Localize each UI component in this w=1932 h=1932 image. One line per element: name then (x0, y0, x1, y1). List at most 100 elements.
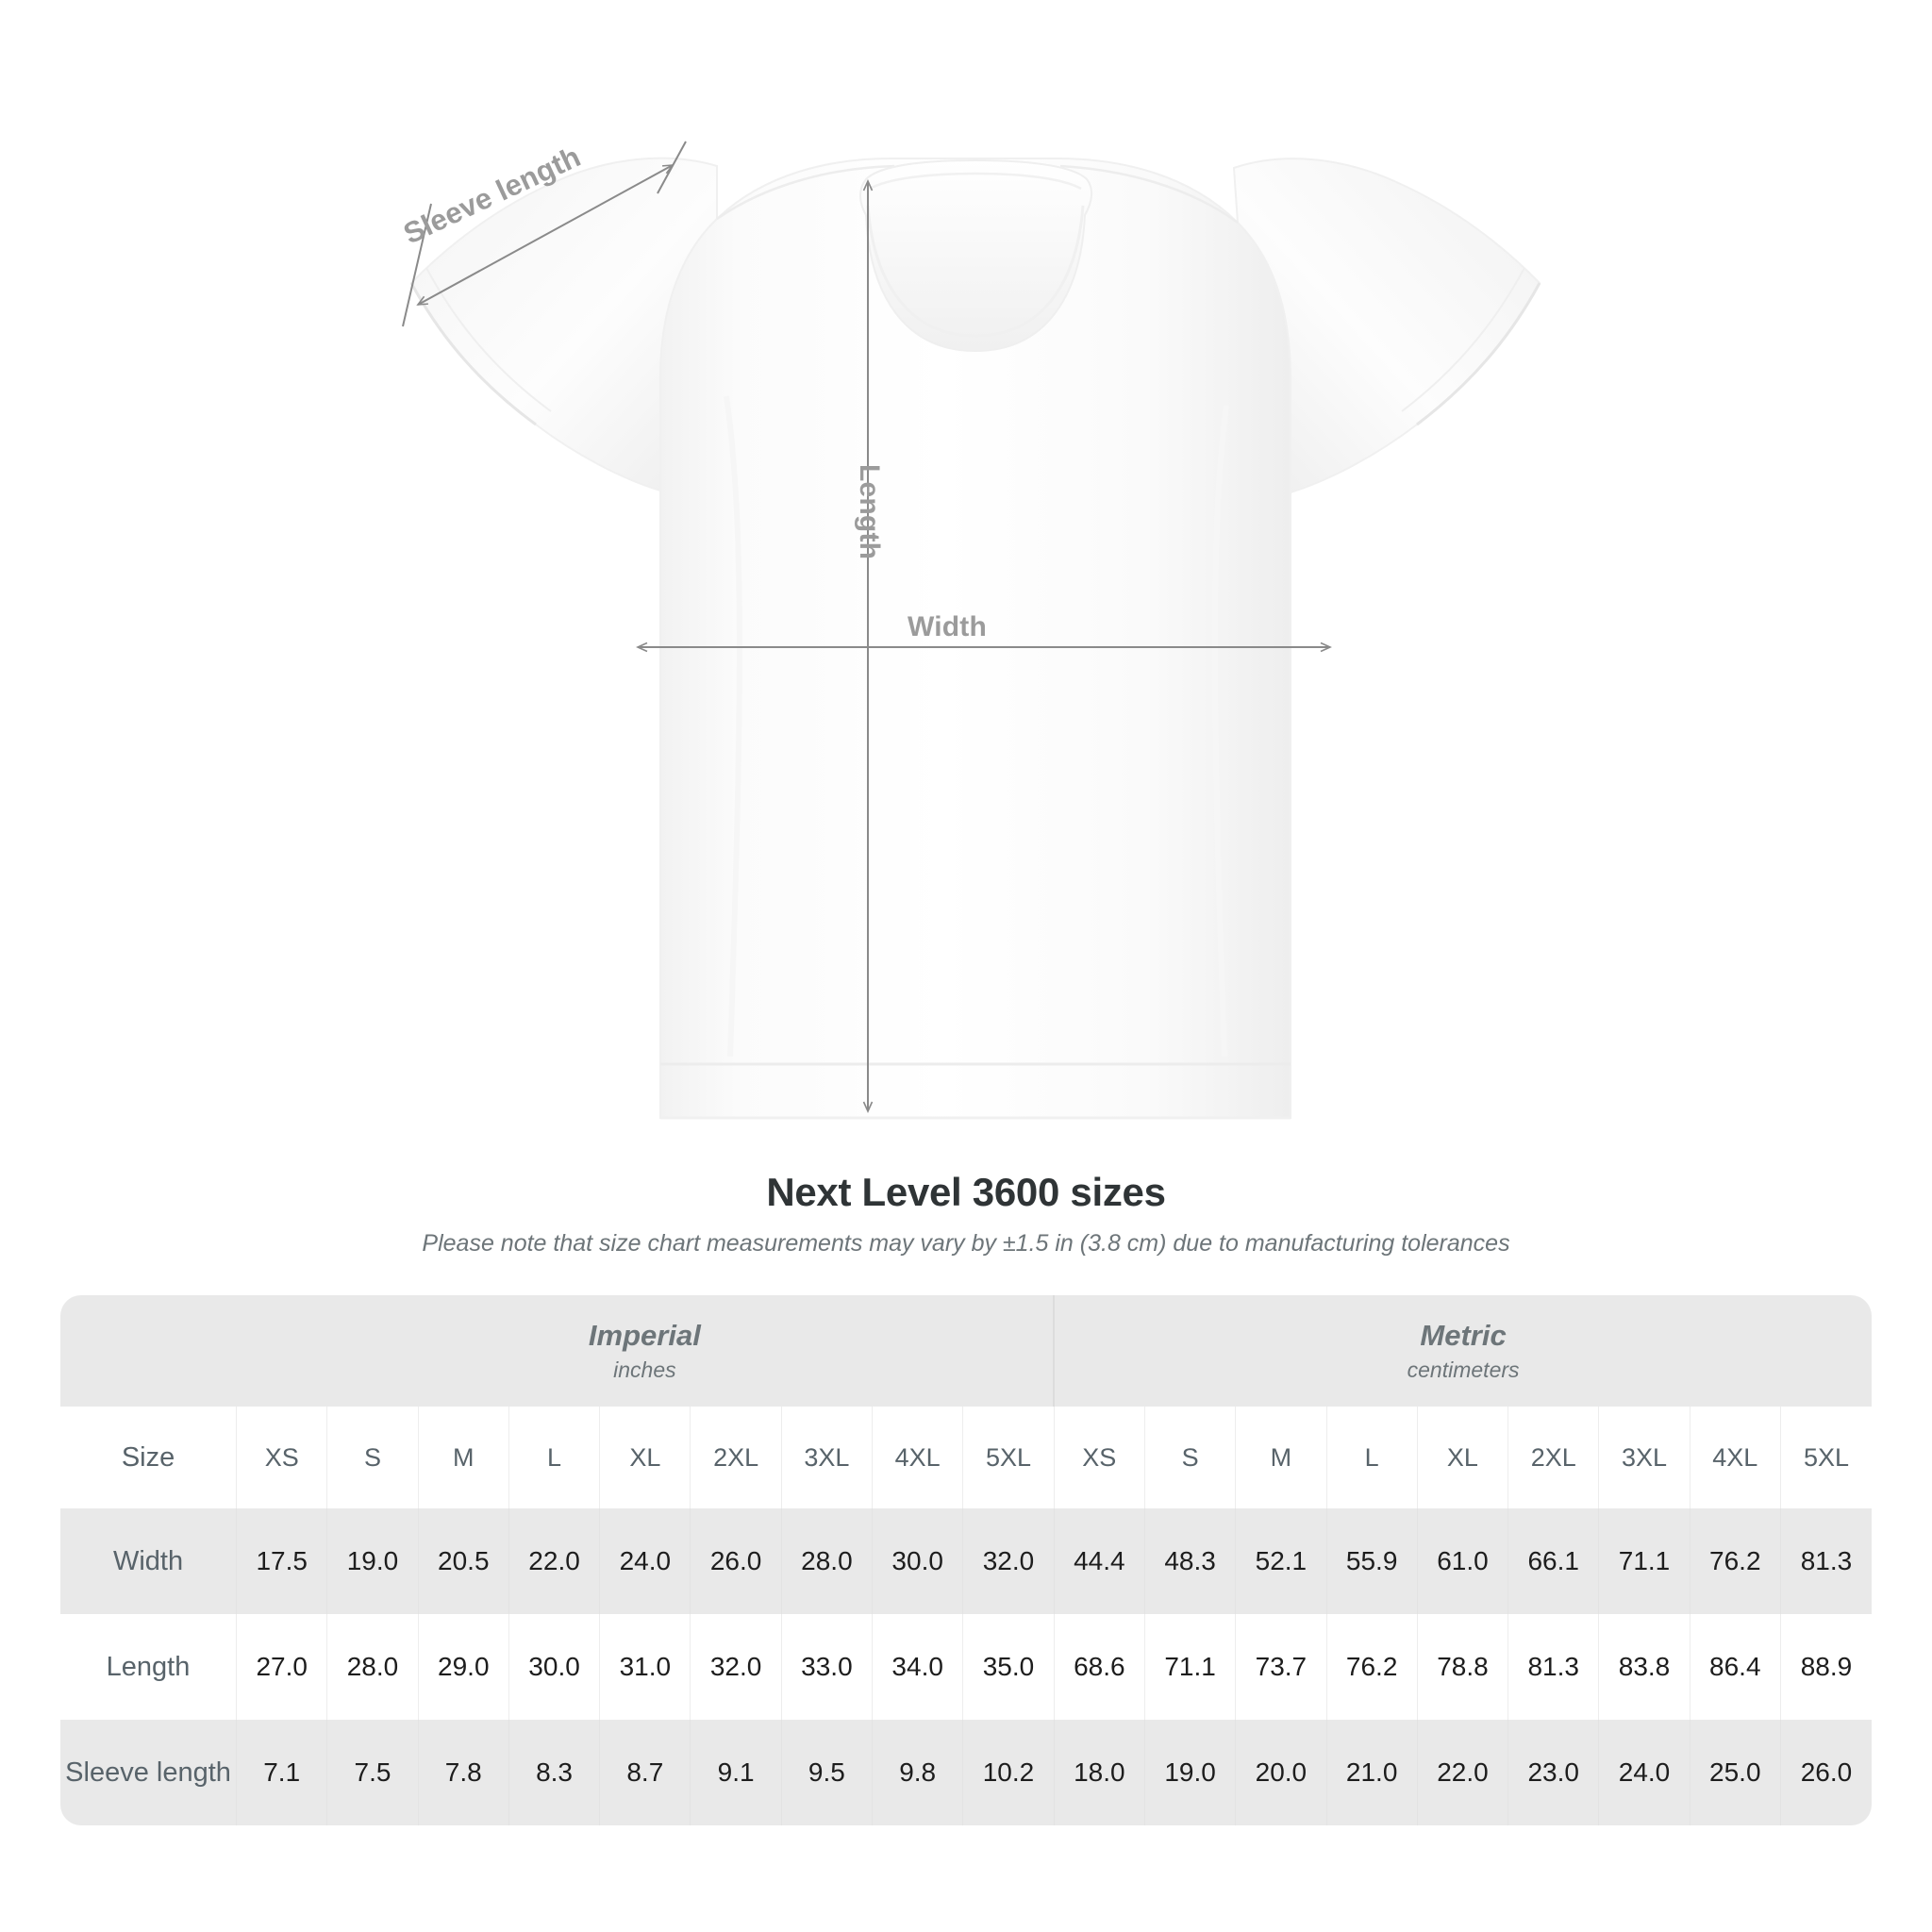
cell-metric-2xl: 23.0 (1507, 1720, 1599, 1825)
unit-subtitle: inches (613, 1357, 676, 1382)
cell-metric-m: 52.1 (1235, 1508, 1327, 1614)
row-label-width: Width (60, 1508, 237, 1614)
size-header-row: Size XS S M L XL 2XL 3XL 4XL 5XL XS S M L XL 2XL 3XL 4XL 5… (60, 1407, 1872, 1508)
sleeve-length-tick-end (657, 141, 687, 194)
cell-imperial-xl: 8.7 (599, 1720, 691, 1825)
cell-metric-3xl: 71.1 (1598, 1508, 1690, 1614)
cell-imperial-4xl: 9.8 (872, 1720, 963, 1825)
size-header-metric-4xl: 4XL (1689, 1407, 1781, 1508)
row-label-sleeve-length: Sleeve length (60, 1720, 237, 1825)
cell-imperial-5xl: 32.0 (962, 1508, 1055, 1614)
table-row: Length 27.0 28.0 29.0 30.0 31.0 32.0 33.0 34.0 35… (60, 1614, 1872, 1720)
cell-imperial-3xl: 9.5 (780, 1720, 873, 1825)
cell-metric-s: 19.0 (1143, 1720, 1236, 1825)
cell-metric-m: 20.0 (1235, 1720, 1327, 1825)
size-header-imperial-4xl: 4XL (872, 1407, 963, 1508)
width-label: Width (908, 611, 988, 642)
title-block: Next Level 3600 sizes Please note that s… (0, 1170, 1932, 1257)
page-title: Next Level 3600 sizes (766, 1170, 1166, 1214)
cell-metric-2xl: 66.1 (1507, 1508, 1599, 1614)
cell-metric-m: 73.7 (1235, 1614, 1327, 1720)
cell-imperial-2xl: 32.0 (690, 1614, 782, 1720)
size-header-imperial-l: L (508, 1407, 600, 1508)
size-header-imperial-s: S (326, 1407, 419, 1508)
cell-metric-2xl: 81.3 (1507, 1614, 1599, 1720)
cell-imperial-3xl: 33.0 (780, 1614, 873, 1720)
collar-top-stitch (869, 172, 1082, 191)
cell-imperial-2xl: 9.1 (690, 1720, 782, 1825)
cell-metric-4xl: 86.4 (1689, 1614, 1781, 1720)
cell-metric-5xl: 26.0 (1779, 1720, 1872, 1825)
cell-imperial-s: 28.0 (326, 1614, 419, 1720)
cell-imperial-5xl: 10.2 (962, 1720, 1055, 1825)
size-header-imperial-2xl: 2XL (690, 1407, 782, 1508)
unit-header-row: Imperial inches Metric centimeters (60, 1295, 1872, 1407)
size-header-metric-5xl: 5XL (1779, 1407, 1872, 1508)
cell-metric-l: 76.2 (1325, 1614, 1418, 1720)
table-row: Width 17.5 19.0 20.5 22.0 24.0 26.0 28.0 30.0 32.… (60, 1508, 1872, 1614)
cell-imperial-l: 8.3 (508, 1720, 600, 1825)
cell-metric-xs: 68.6 (1053, 1614, 1145, 1720)
cell-imperial-xs: 7.1 (236, 1720, 327, 1825)
cell-metric-xs: 44.4 (1053, 1508, 1145, 1614)
page-subtitle: Please note that size chart measurements… (422, 1230, 1510, 1257)
cell-imperial-xl: 31.0 (599, 1614, 691, 1720)
size-header-metric-2xl: 2XL (1507, 1407, 1599, 1508)
unit-name: Imperial (588, 1319, 701, 1352)
cell-metric-xl: 78.8 (1416, 1614, 1508, 1720)
sleeve-length-tick-start (402, 203, 432, 327)
size-header-imperial-3xl: 3XL (780, 1407, 873, 1508)
cell-imperial-xs: 17.5 (236, 1508, 327, 1614)
size-header-imperial-m: M (417, 1407, 509, 1508)
cell-metric-xl: 61.0 (1416, 1508, 1508, 1614)
size-header-metric-s: S (1143, 1407, 1236, 1508)
tshirt-illustration: Sleeve length Length Width (398, 140, 1541, 1120)
cell-imperial-5xl: 35.0 (962, 1614, 1055, 1720)
unit-subtitle: centimeters (1407, 1357, 1520, 1382)
sleeve-length-arrow (416, 164, 675, 306)
size-chart-table: Imperial inches Metric centimeters Size XS S M L… (60, 1295, 1872, 1825)
size-header-imperial-xs: XS (236, 1407, 327, 1508)
unit-header-imperial: Imperial inches (236, 1295, 1055, 1407)
cell-metric-l: 21.0 (1325, 1720, 1418, 1825)
right-shoulder-seam (1059, 164, 1239, 225)
cell-imperial-3xl: 28.0 (780, 1508, 873, 1614)
length-label: Length (854, 464, 885, 560)
size-header-metric-3xl: 3XL (1598, 1407, 1690, 1508)
cell-metric-xs: 18.0 (1053, 1720, 1145, 1825)
size-row-label: Size (60, 1407, 237, 1508)
cell-imperial-l: 30.0 (508, 1614, 600, 1720)
table-corner-cell (60, 1295, 237, 1407)
size-header-metric-xs: XS (1053, 1407, 1145, 1508)
unit-header-metric: Metric centimeters (1053, 1295, 1872, 1407)
cell-imperial-xl: 24.0 (599, 1508, 691, 1614)
cell-metric-5xl: 81.3 (1779, 1508, 1872, 1614)
size-header-metric-xl: XL (1416, 1407, 1508, 1508)
cell-metric-xl: 22.0 (1416, 1720, 1508, 1825)
size-header-metric-m: M (1235, 1407, 1327, 1508)
size-header-metric-l: L (1325, 1407, 1418, 1508)
right-sleeve-hem-stitch (1401, 267, 1525, 412)
cell-metric-3xl: 83.8 (1598, 1614, 1690, 1720)
cell-metric-5xl: 88.9 (1779, 1614, 1872, 1720)
cell-imperial-l: 22.0 (508, 1508, 600, 1614)
collar-inner-edge (866, 205, 1085, 338)
cell-metric-4xl: 76.2 (1689, 1508, 1781, 1614)
cell-imperial-xs: 27.0 (236, 1614, 327, 1720)
cell-metric-l: 55.9 (1325, 1508, 1418, 1614)
right-sleeve-hem (1416, 282, 1541, 426)
cell-imperial-2xl: 26.0 (690, 1508, 782, 1614)
cell-imperial-4xl: 34.0 (872, 1614, 963, 1720)
cell-metric-s: 71.1 (1143, 1614, 1236, 1720)
tshirt-diagram (402, 141, 1541, 1120)
cell-imperial-m: 29.0 (417, 1614, 509, 1720)
cell-imperial-m: 20.5 (417, 1508, 509, 1614)
unit-name: Metric (1420, 1319, 1507, 1352)
size-header-imperial-xl: XL (599, 1407, 691, 1508)
size-chart-table-container: Imperial inches Metric centimeters Size XS S M L… (60, 1295, 1872, 1825)
cell-metric-4xl: 25.0 (1689, 1720, 1781, 1825)
left-shoulder-seam (716, 164, 895, 221)
cell-imperial-s: 19.0 (326, 1508, 419, 1614)
table-row: Sleeve length 7.1 7.5 7.8 8.3 8.7 9.1 9.5 9.8 10.… (60, 1720, 1872, 1825)
fold-right (1211, 405, 1229, 1058)
